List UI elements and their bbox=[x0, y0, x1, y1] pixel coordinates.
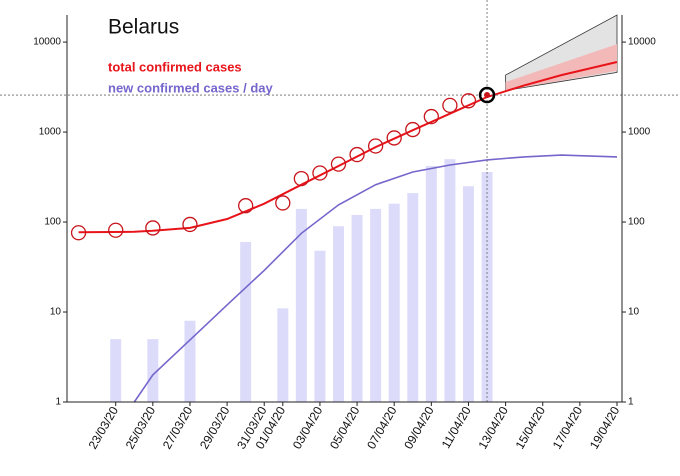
observation bbox=[108, 222, 124, 238]
y-tick-label: 1 bbox=[55, 397, 61, 408]
x-tick-label: 23/03/20 bbox=[86, 404, 122, 452]
bar bbox=[110, 339, 122, 402]
bar bbox=[147, 339, 159, 402]
bar bbox=[481, 171, 493, 402]
bar bbox=[444, 159, 456, 402]
observation bbox=[367, 138, 384, 154]
bar bbox=[425, 165, 437, 402]
observation bbox=[460, 93, 477, 109]
current-point bbox=[484, 92, 491, 99]
y-tick-label: 1000 bbox=[39, 127, 62, 138]
x-tick-label: 25/03/20 bbox=[123, 404, 159, 452]
y2-tick-label: 100 bbox=[628, 217, 645, 228]
bar bbox=[184, 320, 196, 402]
y2-tick-label: 1000 bbox=[628, 127, 651, 138]
fit-line bbox=[133, 154, 618, 403]
y-tick-label: 10 bbox=[50, 307, 62, 318]
observation bbox=[478, 86, 496, 104]
observation bbox=[145, 220, 161, 236]
y2-tick-label: 1 bbox=[628, 397, 634, 408]
observation bbox=[312, 165, 328, 181]
observation bbox=[238, 198, 254, 214]
y-tick-label: 10000 bbox=[33, 37, 61, 48]
x-tick-label: 15/04/20 bbox=[513, 404, 549, 452]
x-tick-label: 07/04/20 bbox=[364, 404, 400, 452]
observation bbox=[70, 225, 87, 241]
bar bbox=[314, 250, 326, 402]
observation bbox=[293, 170, 310, 187]
bar bbox=[462, 186, 474, 402]
legend-new: new confirmed cases / day bbox=[108, 80, 274, 95]
bar bbox=[351, 214, 363, 402]
observation bbox=[349, 146, 365, 163]
x-tick-label: 05/04/20 bbox=[327, 404, 363, 452]
observation bbox=[275, 195, 291, 211]
y-tick-label: 100 bbox=[44, 217, 61, 228]
x-tick-label: 11/04/20 bbox=[439, 404, 474, 451]
legend-total: total confirmed cases bbox=[108, 59, 242, 74]
observation bbox=[405, 121, 421, 138]
observation bbox=[386, 130, 402, 146]
observation bbox=[442, 97, 458, 114]
bar bbox=[277, 308, 289, 402]
x-tick-label: 09/04/20 bbox=[401, 404, 437, 452]
bar bbox=[333, 226, 344, 402]
observation bbox=[330, 156, 347, 172]
plot: 1 1 10 10 100 100 1000 1000 10000 10000 23/03/20 25… bbox=[0, 0, 680, 452]
y2-tick-label: 10 bbox=[628, 307, 640, 318]
bar bbox=[407, 193, 419, 402]
observation bbox=[182, 216, 198, 233]
bar bbox=[370, 208, 382, 402]
chart-title: Belarus bbox=[108, 16, 179, 39]
x-tick-label: 29/03/20 bbox=[197, 404, 233, 452]
y2-tick-label: 10000 bbox=[628, 37, 656, 48]
fit-line bbox=[78, 61, 618, 234]
bar bbox=[295, 208, 307, 402]
x-tick-label: 19/04/20 bbox=[587, 404, 623, 452]
forecast-band-inner bbox=[505, 44, 617, 91]
observation bbox=[423, 108, 439, 125]
x-tick-label: 17/04/20 bbox=[550, 404, 586, 452]
x-tick-label: 03/04/20 bbox=[290, 404, 326, 452]
x-tick-label: 13/04/20 bbox=[475, 404, 511, 452]
bar bbox=[240, 242, 252, 402]
bar bbox=[388, 203, 400, 402]
x-tick-label: 27/03/20 bbox=[160, 404, 196, 452]
